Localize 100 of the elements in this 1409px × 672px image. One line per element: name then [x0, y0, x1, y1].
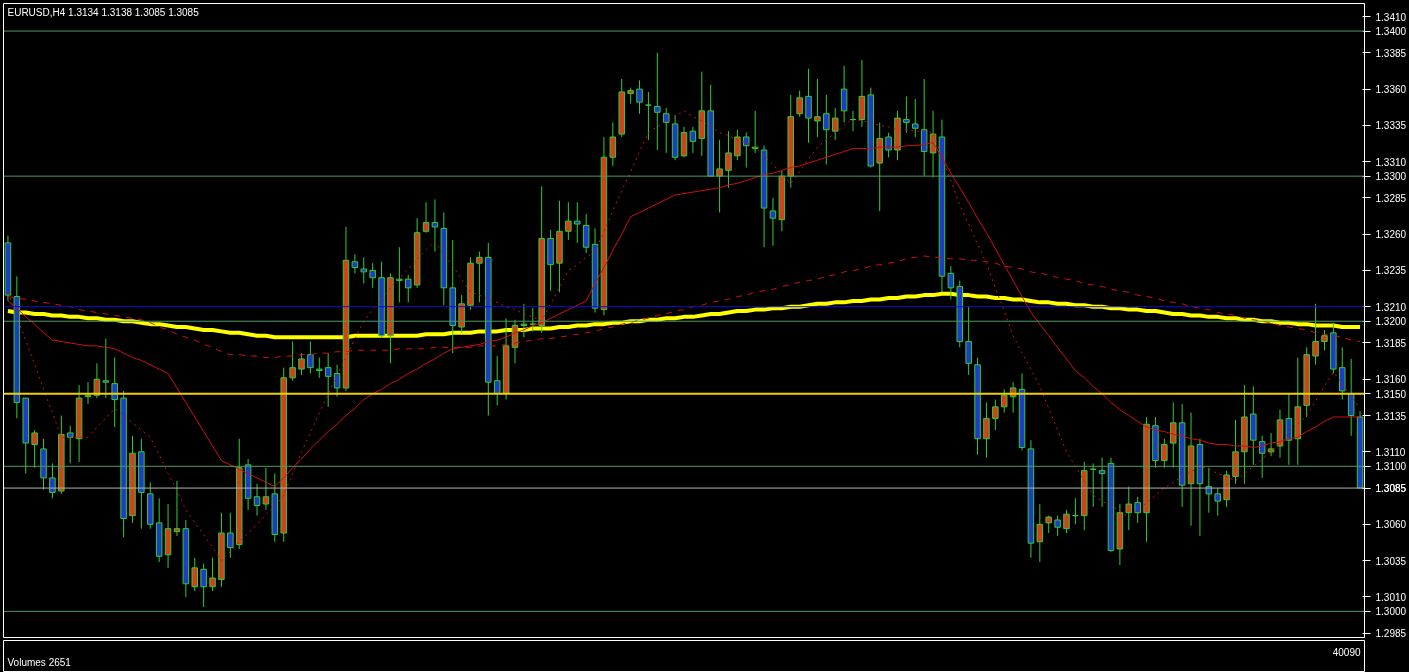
candlestick — [609, 121, 617, 167]
candlestick — [102, 338, 110, 399]
y-tick-label: 1.2985 — [1375, 628, 1407, 640]
candlestick — [920, 78, 928, 177]
ref-line-label: 1.3000 — [1375, 606, 1407, 618]
y-tick-label: 1.3035 — [1375, 555, 1407, 567]
y-tick-label: 1.3135 — [1375, 410, 1407, 422]
candlestick — [209, 557, 216, 592]
candlestick — [1267, 432, 1275, 457]
candlestick — [831, 107, 839, 141]
y-tick-label: 1.3385 — [1375, 47, 1407, 59]
candlestick — [725, 130, 732, 189]
candlestick — [983, 401, 990, 459]
candlestick — [582, 213, 590, 254]
candlestick — [493, 355, 501, 406]
candlestick — [1321, 329, 1328, 351]
text: 40090 — [1332, 646, 1361, 658]
candlestick — [111, 357, 118, 428]
candlestick — [1134, 496, 1141, 524]
candlestick — [351, 253, 359, 274]
candlestick — [654, 52, 661, 151]
candlestick — [823, 94, 830, 166]
candlestick — [574, 201, 581, 244]
y-tick-label: 1.3060 — [1375, 519, 1407, 531]
ref-line-label: 1.3400 — [1375, 26, 1407, 38]
candlestick — [769, 197, 777, 247]
y-tick-label: 1.3160 — [1375, 374, 1407, 386]
candlestick — [751, 110, 759, 154]
candlestick — [680, 126, 688, 158]
y-tick-label: 1.3310 — [1375, 156, 1407, 168]
candlestick — [227, 512, 234, 559]
candlestick — [404, 274, 412, 303]
candlestick — [324, 352, 332, 408]
y-tick-label: 1.3360 — [1375, 84, 1407, 96]
candlestick — [805, 68, 812, 144]
candlestick — [422, 201, 430, 234]
candlestick — [743, 132, 750, 168]
candlestick — [1312, 303, 1319, 366]
candlestick — [298, 352, 305, 376]
candlestick — [476, 251, 483, 303]
candlestick — [1347, 358, 1355, 437]
candlestick — [716, 139, 723, 213]
candlestick — [947, 265, 955, 300]
candlestick — [1161, 438, 1168, 469]
y-tick-label: 1.3285 — [1375, 192, 1407, 204]
candlestick — [316, 357, 323, 379]
candlestick — [289, 341, 296, 382]
candlestick — [912, 98, 919, 138]
ref-line-label: 1.3150 — [1375, 388, 1407, 400]
ref-line-label: 1.3210 — [1375, 301, 1407, 313]
ref-line-label: 1.3200 — [1375, 316, 1407, 328]
candlestick — [1169, 401, 1177, 469]
candlestick — [689, 126, 697, 154]
y-tick-label: 1.3235 — [1375, 265, 1407, 277]
candlestick — [1000, 388, 1008, 414]
candlestick — [66, 425, 74, 464]
candlestick — [1285, 393, 1293, 466]
chart-title: EURUSD,H4 1.3134 1.3138 1.3085 1.3085 — [7, 6, 200, 18]
candlestick — [520, 303, 528, 338]
candlestick — [992, 399, 999, 431]
candlestick — [903, 95, 910, 134]
candlestick — [1036, 503, 1044, 563]
candlestick — [93, 362, 101, 399]
candlestick — [1339, 346, 1346, 401]
candlestick — [1063, 509, 1070, 534]
candlestick — [1125, 486, 1133, 531]
y-tick-label: 1.3010 — [1375, 591, 1407, 603]
candlestick — [369, 262, 376, 289]
candlestick — [814, 78, 821, 138]
candlestick — [796, 90, 803, 118]
candlestick — [1098, 457, 1106, 508]
candlestick — [734, 129, 741, 161]
candlestick — [173, 480, 181, 537]
candlestick — [253, 483, 261, 517]
candlestick — [965, 306, 972, 376]
y-tick-label: 1.3260 — [1375, 229, 1407, 241]
candlestick — [307, 341, 314, 374]
candlestick — [645, 91, 652, 141]
candlestick — [49, 462, 56, 499]
candlestick — [191, 557, 199, 592]
candlestick — [529, 307, 537, 332]
candlestick — [565, 201, 572, 241]
candlestick — [1214, 487, 1221, 517]
candlestick — [858, 59, 866, 128]
candlestick — [360, 256, 368, 284]
y-tick-label: 1.3185 — [1375, 337, 1407, 349]
y-tick-label: 1.3410 — [1375, 11, 1407, 23]
candlestick — [200, 563, 207, 608]
candlestick — [1054, 515, 1061, 537]
ref-line-label: 1.3100 — [1375, 461, 1407, 473]
y-tick-label: 1.3110 — [1375, 446, 1406, 458]
ref-line-label: 1.3300 — [1375, 171, 1407, 183]
text: Volumes 2651 — [7, 656, 72, 668]
candlestick — [840, 65, 848, 123]
y-tick-label: 1.3335 — [1375, 120, 1407, 132]
line-series — [7, 110, 1361, 562]
candlestick — [31, 429, 38, 469]
candlestick — [333, 364, 341, 398]
y-tick-label: 1.3085 — [1375, 483, 1407, 495]
candlestick — [262, 467, 270, 511]
